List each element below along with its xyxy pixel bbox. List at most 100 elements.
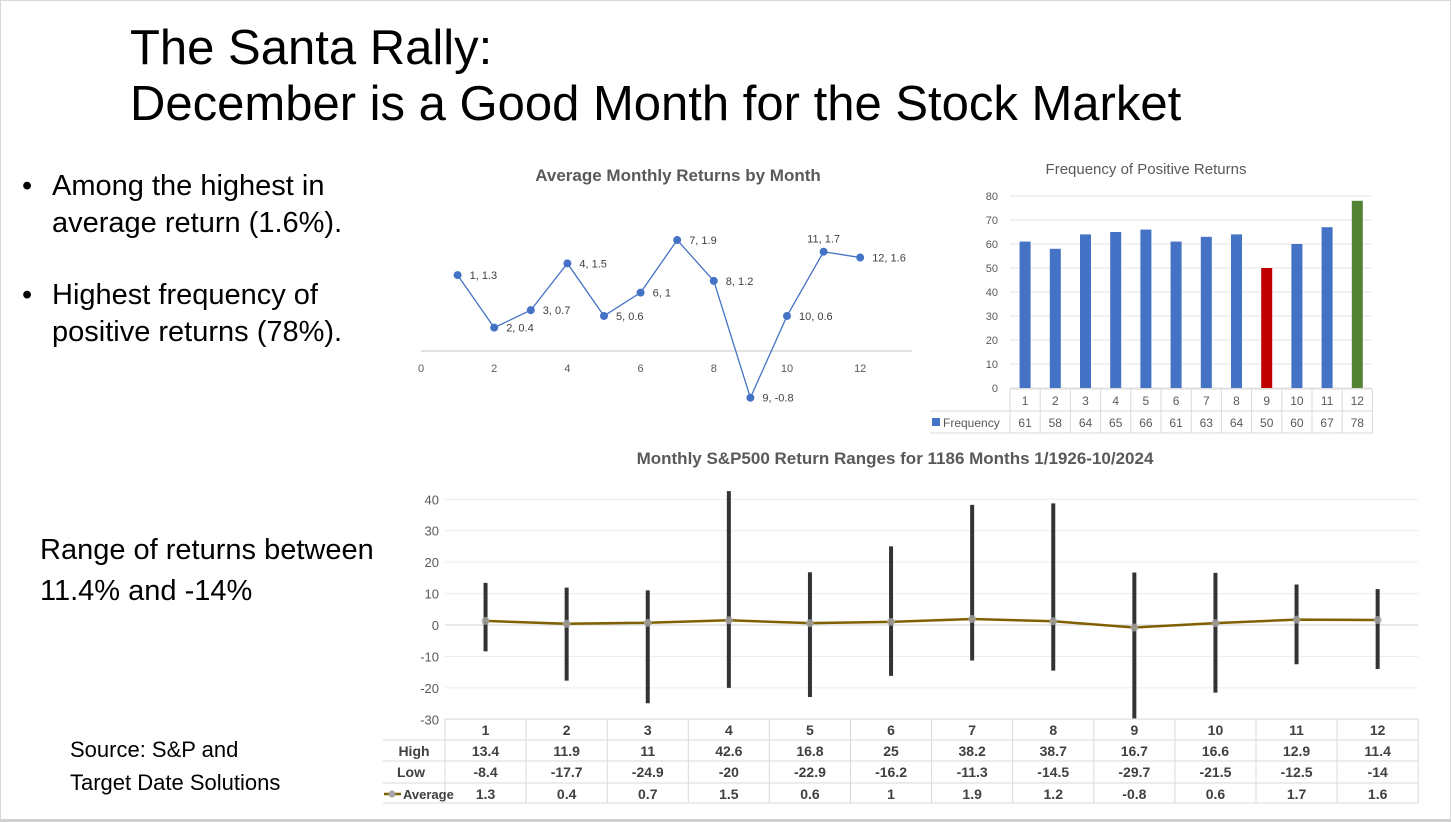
table-value: 0.7: [638, 786, 658, 802]
bar: [1110, 232, 1122, 388]
y-tick-label: 0: [432, 618, 439, 633]
category-label: 4: [1112, 394, 1119, 408]
x-tick-label: 4: [564, 363, 570, 375]
average-marker: [562, 619, 571, 628]
table-value: 16.7: [1121, 743, 1148, 759]
legend-swatch-icon: [932, 418, 940, 426]
category-label: 8: [1049, 722, 1057, 738]
bar: [1231, 234, 1242, 388]
category-label: 8: [1233, 394, 1240, 408]
data-point: [819, 247, 828, 256]
category-label: 1: [1022, 394, 1029, 408]
average-marker: [1373, 615, 1382, 624]
table-value: 1.6: [1368, 786, 1388, 802]
category-label: 6: [1173, 394, 1180, 408]
range-chart-title: Monthly S&P500 Return Ranges for 1186 Mo…: [637, 449, 1154, 468]
bullet-text-line: Among the highest in: [52, 170, 325, 202]
line-chart-title: Average Monthly Returns by Month: [535, 166, 821, 185]
category-label: 6: [887, 722, 895, 738]
bullet-text-line: positive returns (78%).: [52, 316, 343, 348]
table-value: 38.7: [1040, 743, 1067, 759]
row-label: Low: [397, 764, 425, 780]
bullet-icon: •: [22, 279, 33, 311]
average-marker: [481, 616, 490, 625]
data-label: 3, 0.7: [543, 305, 571, 317]
data-point: [600, 311, 608, 320]
bar: [1321, 227, 1333, 388]
table-value: 1.3: [476, 786, 496, 802]
data-point: [673, 236, 682, 245]
frequency-value: 65: [1109, 416, 1123, 430]
category-label: 5: [806, 722, 814, 738]
range-text: Range of returns between 11.4% and -14%: [40, 530, 374, 612]
bullet-item: • Highest frequency of positive returns …: [22, 277, 402, 351]
average-marker: [968, 615, 977, 624]
category-label: 12: [1351, 394, 1365, 408]
average-marker: [1211, 619, 1220, 628]
source-line: Source: S&P and: [70, 737, 239, 762]
row-label: Average: [403, 787, 454, 802]
data-point: [783, 311, 791, 320]
data-point: [490, 323, 499, 332]
category-label: 2: [1052, 394, 1059, 408]
data-label: 7, 1.9: [689, 235, 717, 247]
frequency-value: 64: [1079, 416, 1093, 430]
table-value: 16.6: [1202, 743, 1229, 759]
table-value: 0.6: [800, 786, 820, 802]
y-tick-label: 40: [425, 492, 439, 507]
bar-chart-title: Frequency of Positive Returns: [1046, 161, 1247, 178]
x-tick-label: 12: [854, 363, 866, 375]
data-label: 1, 1.3: [470, 270, 498, 282]
range-text-line: Range of returns between: [40, 534, 374, 566]
data-point: [636, 288, 645, 297]
bullet-list: • Among the highest in average return (1…: [22, 168, 402, 386]
table-value: 25: [883, 743, 899, 759]
data-point: [746, 393, 755, 402]
bar: [1170, 241, 1182, 388]
table-value: 16.8: [796, 743, 823, 759]
bar: [1261, 268, 1273, 388]
bar: [1080, 234, 1091, 388]
average-marker: [724, 616, 733, 625]
table-value: 1.2: [1044, 786, 1064, 802]
table-value: 1.7: [1287, 786, 1307, 802]
y-tick-label: 20: [425, 555, 439, 570]
table-value: -22.9: [794, 764, 826, 780]
bar: [1140, 229, 1152, 388]
category-label: 10: [1290, 394, 1304, 408]
data-point: [709, 276, 718, 285]
category-label: 3: [644, 722, 652, 738]
x-tick-label: 2: [491, 363, 497, 375]
table-value: -12.5: [1281, 764, 1313, 780]
y-tick-label: 70: [986, 215, 998, 227]
y-tick-label: 0: [992, 383, 998, 395]
bullet-item: • Among the highest in average return (1…: [22, 168, 402, 242]
table-value: -8.4: [473, 764, 497, 780]
bullet-text-line: average return (1.6%).: [52, 207, 343, 239]
bullet-icon: •: [22, 170, 33, 202]
category-label: 9: [1130, 722, 1138, 738]
data-label: 4, 1.5: [579, 258, 607, 270]
category-label: 11: [1289, 722, 1304, 738]
category-label: 10: [1208, 722, 1224, 738]
y-tick-label: 20: [986, 335, 998, 347]
bar: [1049, 248, 1061, 388]
frequency-value: 64: [1230, 416, 1244, 430]
data-point: [526, 306, 535, 315]
data-label: 2, 0.4: [506, 323, 534, 335]
frequency-value: 61: [1169, 416, 1183, 430]
category-label: 11: [1321, 394, 1334, 408]
x-tick-label: 6: [638, 363, 644, 375]
category-label: 4: [725, 722, 733, 738]
legend-label: Frequency: [943, 416, 1000, 430]
table-value: 11.4: [1364, 743, 1391, 759]
category-label: 7: [968, 722, 976, 738]
source-note: Source: S&P and Target Date Solutions: [70, 733, 280, 799]
table-value: 12.9: [1283, 743, 1310, 759]
line-chart-area: [403, 150, 932, 412]
average-marker: [1292, 615, 1301, 624]
row-label: High: [398, 743, 429, 759]
bar: [1019, 241, 1031, 388]
table-value: -0.8: [1122, 786, 1146, 802]
table-value: -20: [719, 764, 739, 780]
